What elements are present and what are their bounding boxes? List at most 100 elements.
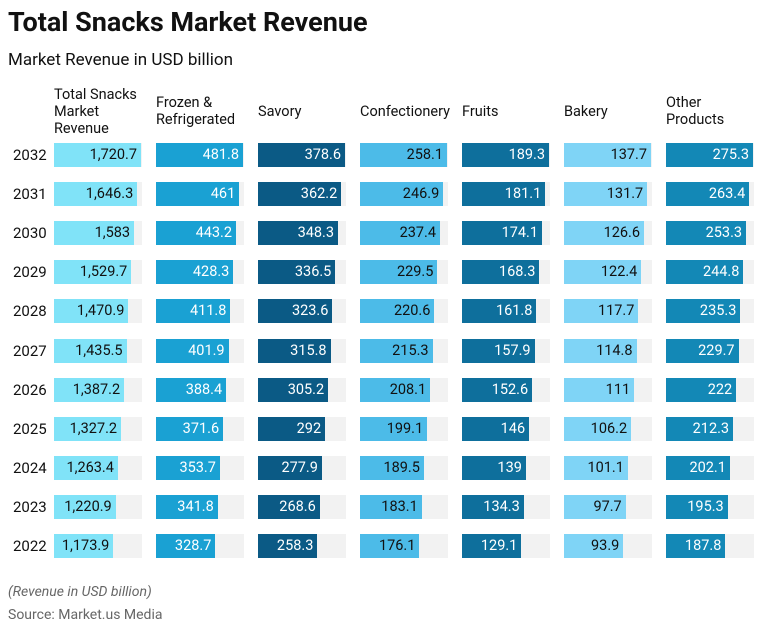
column-header: Savory [258,102,302,120]
bar [360,338,433,363]
value-label: 114.8 [596,341,633,359]
value-label: 258.1 [406,146,443,163]
value-label: 146 [500,419,526,437]
column-header: Fruits [462,102,499,120]
bar [564,182,648,207]
bar [462,260,540,285]
row-label: 2025 [13,419,47,438]
bar [564,221,644,246]
bar [666,416,734,441]
bar [258,416,326,441]
value-label: 244.8 [702,263,740,281]
value-label: 101.1 [587,458,624,476]
bar [156,377,227,402]
value-label: 275.3 [712,146,749,163]
bar [54,260,132,285]
value-label: 411.8 [189,302,227,320]
bar [360,143,447,167]
bar [564,260,642,285]
bar [462,143,549,167]
value-label: 277.9 [281,458,318,476]
value-label: 174.1 [501,224,538,242]
value-label: 181.1 [504,185,542,203]
column-header: Other Products [666,94,725,128]
value-label: 1,435.5 [75,341,123,359]
value-label: 117.7 [597,302,635,320]
value-label: 263.4 [708,185,746,203]
value-label: 1,583 [94,224,131,242]
value-label: 168.3 [498,263,536,281]
bar [666,143,753,167]
value-label: 461 [210,185,236,203]
bar [462,416,530,441]
bar [666,494,728,519]
value-label: 1,327.2 [69,419,118,437]
bar [666,338,739,363]
bar [156,182,240,207]
value-label: 139 [497,458,522,476]
bar [462,299,537,324]
value-label: 215.3 [392,341,429,359]
bar [54,416,122,441]
source: Source: Market.us Media [8,607,163,623]
value-label: 253.3 [705,224,743,242]
bar [54,338,127,363]
value-label: 220.6 [393,302,431,320]
bar [564,338,637,363]
value-label: 189.3 [508,146,545,163]
note: (Revenue in USD billion) [8,584,152,600]
bar [258,182,342,207]
bar [360,534,420,558]
bar [360,455,424,480]
bar [360,416,428,441]
row-label: 2032 [13,146,47,164]
bar [54,455,118,480]
value-label: 199.1 [386,419,424,437]
value-label: 268.6 [279,497,316,515]
bar [360,182,444,207]
bar [156,416,224,441]
value-label: 235.3 [699,302,737,320]
bar [258,377,329,402]
row-label: 2027 [13,341,47,360]
bar [564,534,624,558]
bar [54,494,116,519]
bar [258,455,322,480]
value-label: 189.5 [383,458,420,476]
bar [360,260,438,285]
value-label: 229.5 [396,263,434,281]
bar [462,455,526,480]
value-label: 305.2 [287,380,325,398]
value-label: 1,263.4 [66,458,114,476]
chart-subtitle: Market Revenue in USD billion [8,50,234,70]
bar [360,299,435,324]
value-label: 428.3 [192,263,230,281]
row-label: 2026 [13,380,47,399]
value-label: 401.9 [188,341,225,359]
bar [258,338,331,363]
value-label: 195.3 [687,497,724,515]
value-label: 353.7 [179,458,216,476]
bar [462,534,522,558]
value-label: 1,529.7 [79,263,128,281]
value-label: 1,646.3 [85,185,134,203]
bar [462,338,535,363]
bar [156,299,231,324]
chart-title: Total Snacks Market Revenue [8,6,368,38]
value-label: 258.3 [276,537,314,554]
value-label: 97.7 [593,497,622,515]
value-label: 1,720.7 [89,146,137,163]
value-label: 246.9 [402,185,440,203]
value-label: 371.6 [182,419,220,437]
value-label: 292 [296,419,322,437]
column-header: Frozen & Refrigerated [156,94,236,128]
bar [666,182,750,207]
bar [258,299,333,324]
bar [360,221,441,246]
row-label: 2028 [13,302,47,321]
bar [462,377,533,402]
value-label: 187.8 [684,537,722,554]
column-header: Total Snacks Market Revenue [54,85,137,137]
row-label: 2022 [13,537,47,555]
